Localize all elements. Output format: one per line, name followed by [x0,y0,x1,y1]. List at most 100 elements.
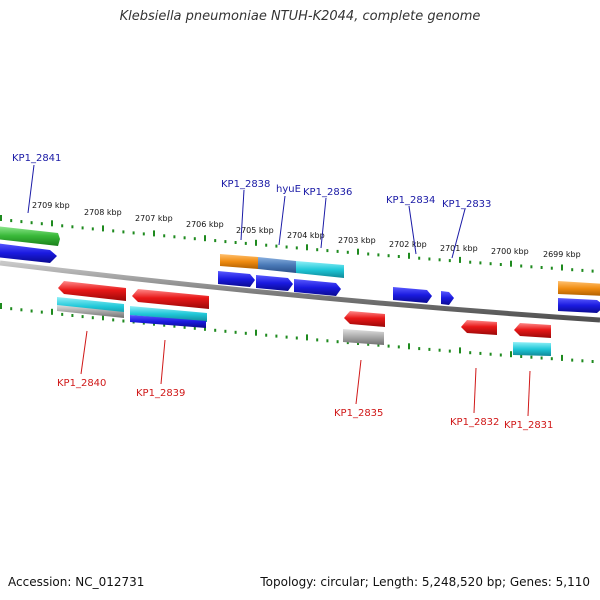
leader-kp1-2835 [355,359,362,405]
outer-ring-tick [418,256,421,260]
outer-ring-tick [306,244,308,251]
outer-ring-tick [204,235,206,242]
inner-ring-tick [51,308,53,315]
inner-ring-tick [306,334,308,341]
outer-ring-tick [142,232,145,236]
outer-ring-tick [367,252,370,256]
gene-kp1-2838-orf[interactable] [220,254,258,269]
gene-kp1-2832[interactable] [461,320,497,335]
inner-ring-tick [459,347,461,354]
outer-ring-tick [51,220,53,227]
leader-kp1-2831 [527,370,531,417]
leader-kp1-2840 [80,330,88,375]
outer-ring-tick [91,227,94,231]
inner-ring-tick [71,314,74,317]
scale-label-2706: 2706 kbp [186,220,224,229]
outer-ring-tick [132,231,135,235]
label-kp1-2832[interactable]: KP1_2832 [450,417,499,428]
inner-ring-tick [377,343,380,347]
outer-ring-tick [40,222,43,226]
inner-ring-tick [479,351,482,355]
outer-ring-tick [255,239,257,246]
gene-kp1-2834[interactable] [393,287,432,303]
label-kp1-2836[interactable]: KP1_2836 [303,187,352,198]
inner-ring-tick [122,319,125,323]
inner-ring-tick [408,343,410,350]
gene-kp1-2832-orf[interactable] [558,281,600,296]
outer-ring-tick [71,225,74,229]
outer-ring-tick [214,239,217,243]
gene-kp1-2831[interactable] [514,323,551,338]
outer-ring-tick [336,249,339,253]
outer-ring-tick [61,224,64,228]
outer-ring-tick [183,236,186,240]
gene-kp1-2836-orf[interactable] [296,261,344,278]
outer-ring-tick [112,229,115,233]
accession-text: Accession: NC_012731 [8,575,145,589]
inner-ring-tick [550,357,553,361]
gene-kp1-2835[interactable] [344,311,385,327]
inner-ring-tick [581,359,584,363]
gene-kp1-2831-orf[interactable] [513,342,551,356]
label-kp1-2831[interactable]: KP1_2831 [504,420,553,431]
outer-ring-tick [489,262,492,266]
inner-ring-tick [265,333,268,337]
label-hyue[interactable]: hyuE [276,184,301,195]
inner-ring-tick [367,342,370,346]
inner-ring-tick [255,329,257,336]
forward-genes [0,226,600,313]
outer-ring-tick [173,235,176,239]
label-kp1-2835[interactable]: KP1_2835 [334,408,383,419]
gene-kp1-2840[interactable] [58,281,126,301]
leader-kp1-2841 [27,164,35,214]
gene-hyue-orf[interactable] [258,257,296,273]
gene-kp1-2841-orf[interactable] [0,226,60,246]
gene-kp1-2835-rna[interactable] [343,329,384,345]
label-kp1-2840[interactable]: KP1_2840 [57,378,106,389]
scale-label-2708: 2708 kbp [84,208,122,217]
inner-ring-tick [438,348,441,352]
inner-ring-tick [499,353,502,357]
scale-label-2709: 2709 kbp [32,201,70,210]
outer-ring-tick [244,241,247,245]
outer-ring-tick [193,237,196,241]
label-kp1-2839[interactable]: KP1_2839 [136,388,185,399]
genome-backbone [0,260,600,323]
tick-marks [0,215,594,363]
gene-kp1-2838[interactable] [218,271,255,287]
scale-label-2705: 2705 kbp [236,226,274,235]
outer-ring-tick [387,254,390,258]
leader-kp1-2833 [451,208,466,259]
inner-ring-tick [20,308,23,312]
outer-ring-tick [122,230,125,234]
inner-ring-tick [40,310,43,314]
label-kp1-2838[interactable]: KP1_2838 [221,179,270,190]
inner-ring-tick [142,321,145,325]
outer-ring-tick [428,257,431,261]
inner-ring-tick [30,309,33,313]
gene-kp1-2836[interactable] [294,279,341,296]
outer-ring-tick [30,221,33,225]
inner-ring-tick [387,344,390,348]
gene-kp1-2833[interactable] [441,291,454,305]
inner-ring-tick [295,336,298,340]
gene-kp1-2839-orf[interactable] [130,306,207,322]
map-title: Klebsiella pneumoniae NTUH-K2044, comple… [119,9,481,24]
label-kp1-2841[interactable]: KP1_2841 [12,153,61,164]
gene-kp1-2839-blue[interactable] [130,315,206,328]
label-kp1-2833[interactable]: KP1_2833 [442,199,491,210]
scale-label-2699: 2699 kbp [543,250,581,259]
gene-kp1-2840-rna[interactable] [57,305,124,318]
gene-kp1-2831-forward[interactable] [558,298,600,313]
gene-hyue[interactable] [256,275,293,291]
outer-ring-tick [163,234,166,238]
gene-kp1-2841[interactable] [0,243,57,263]
leader-lines [27,164,531,417]
outer-ring-tick [499,263,502,266]
outer-ring-tick [520,264,523,268]
scale-label-2702: 2702 kbp [389,240,427,249]
outer-ring-tick [510,260,512,267]
gene-kp1-2839[interactable] [132,289,209,309]
label-kp1-2834[interactable]: KP1_2834 [386,195,435,206]
